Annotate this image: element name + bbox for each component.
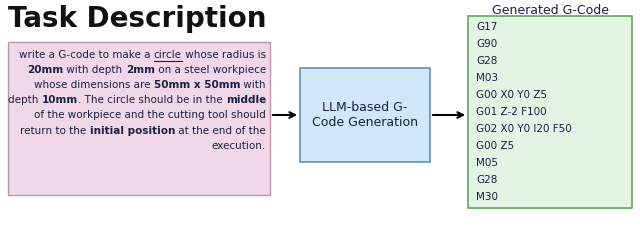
Text: 50mm x 50mm: 50mm x 50mm (154, 80, 241, 90)
Text: whose radius is: whose radius is (182, 50, 266, 60)
Text: at the end of the: at the end of the (175, 125, 266, 136)
Text: G00 Z5: G00 Z5 (476, 141, 514, 151)
Text: circle: circle (154, 50, 182, 60)
Text: 2mm: 2mm (125, 65, 155, 75)
Text: G28: G28 (476, 175, 497, 185)
Text: 20mm: 20mm (27, 65, 63, 75)
Text: M30: M30 (476, 192, 498, 202)
Text: M05: M05 (476, 158, 498, 168)
Text: 10mm: 10mm (42, 95, 78, 105)
FancyBboxPatch shape (300, 68, 430, 162)
Text: M03: M03 (476, 73, 498, 83)
Text: G28: G28 (476, 56, 497, 66)
Text: middle: middle (226, 95, 266, 105)
Text: write a G-code to make a: write a G-code to make a (19, 50, 154, 60)
Text: of the workpiece and the cutting tool should: of the workpiece and the cutting tool sh… (35, 110, 266, 120)
Text: depth: depth (8, 95, 42, 105)
Text: on a steel workpiece: on a steel workpiece (155, 65, 266, 75)
Text: G02 X0 Y0 I20 F50: G02 X0 Y0 I20 F50 (476, 124, 572, 134)
Text: G17: G17 (476, 22, 497, 32)
Text: return to the: return to the (20, 125, 90, 136)
Text: Generated G-Code: Generated G-Code (492, 4, 609, 17)
Text: G90: G90 (476, 39, 497, 49)
Text: . The circle should be in the: . The circle should be in the (78, 95, 226, 105)
Text: whose dimensions are: whose dimensions are (35, 80, 154, 90)
Text: execution.: execution. (212, 141, 266, 151)
Text: initial position: initial position (90, 125, 175, 136)
Text: G01 Z-2 F100: G01 Z-2 F100 (476, 107, 547, 117)
FancyBboxPatch shape (8, 42, 270, 195)
Text: Task Description: Task Description (8, 5, 266, 33)
Text: with depth: with depth (63, 65, 125, 75)
Text: G00 X0 Y0 Z5: G00 X0 Y0 Z5 (476, 90, 547, 100)
Text: LLM-based G-
Code Generation: LLM-based G- Code Generation (312, 101, 418, 129)
FancyBboxPatch shape (468, 16, 632, 208)
Text: with: with (241, 80, 266, 90)
